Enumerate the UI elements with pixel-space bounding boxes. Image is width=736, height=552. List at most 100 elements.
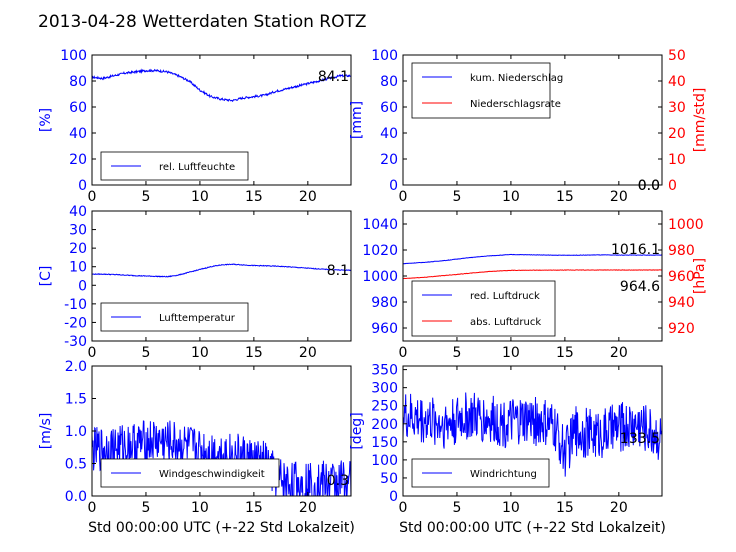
x-tick-label: 15: [245, 189, 263, 205]
panel-4: 0 5 10 15 20 960 980 1000 1020 1040 920 940 960 980 10…: [362, 210, 708, 361]
plot-frame: [91, 210, 352, 342]
x-tick-label: 20: [610, 500, 628, 516]
series-line-1: [403, 392, 662, 477]
x-tick-label: 0: [399, 345, 408, 361]
series-line-1: [92, 263, 351, 278]
x-axis-label: Std 00:00:00 UTC (+-22 Std Lokalzeit): [399, 520, 666, 536]
y-tick-label: 40: [380, 126, 398, 142]
y-tick-label: 40: [69, 204, 87, 220]
legend-label: kum. Niederschlag: [470, 73, 563, 84]
x-tick-label: 10: [191, 500, 209, 516]
series-line-1: [92, 420, 351, 496]
legend-label: abs. Luftdruck: [470, 317, 541, 328]
y-tick-label: 100: [371, 48, 398, 64]
y-axis-label: [C]: [38, 266, 54, 287]
y-right-axis-label: [mm/std]: [692, 88, 708, 153]
y-tick-label: 60: [380, 100, 398, 116]
legend: Windgeschwindigkeit: [100, 458, 280, 488]
plot-frame: [402, 365, 663, 497]
y-tick-label: 1000: [362, 269, 398, 285]
last-value-label: 0.0: [638, 178, 660, 194]
y-tick-label: -20: [64, 315, 87, 331]
y-right-tick-label: 960: [668, 269, 695, 285]
x-axis-label: Std 00:00:00 UTC (+-22 Std Lokalzeit): [88, 520, 355, 536]
x-tick-label: 15: [556, 189, 574, 205]
y-right-tick-label: 1000: [668, 217, 704, 233]
y-tick-label: 10: [69, 260, 87, 276]
legend-label: rel. Luftfeuchte: [159, 162, 235, 173]
y-axis-label: [%]: [38, 108, 54, 132]
y-tick-label: 0.0: [65, 489, 87, 505]
plot-frame: [402, 54, 663, 186]
y-right-tick-label: 10: [668, 152, 686, 168]
y-tick-label: -10: [64, 297, 87, 313]
x-tick-label: 5: [141, 500, 150, 516]
y-tick-label: 60: [69, 100, 87, 116]
y-right-tick-label: 940: [668, 295, 695, 311]
legend-label: Windrichtung: [470, 469, 537, 480]
x-tick-label: 20: [610, 189, 628, 205]
panel-3: 0 5 10 15 20 -30 -20 -10 0 10 20 30 40 [C] Lufttempera…: [38, 204, 352, 361]
x-tick-label: 15: [245, 500, 263, 516]
panel-5: 0 5 10 15 20 0.0 0.5 1.0 1.5 2.0 [m/s] Std 00:00:00…: [38, 359, 355, 536]
y-tick-label: 1.5: [65, 392, 87, 408]
x-tick-label: 5: [452, 189, 461, 205]
legend-label: red. Luftdruck: [470, 291, 540, 302]
x-tick-label: 10: [191, 345, 209, 361]
y-tick-label: 0.5: [65, 457, 87, 473]
y-tick-label: 960: [371, 321, 398, 337]
y-right-tick-label: 20: [668, 126, 686, 142]
series-line-1: [92, 68, 351, 103]
x-tick-label: 10: [502, 189, 520, 205]
legend: Windrichtung: [411, 458, 550, 488]
y-tick-label: 30: [69, 223, 87, 239]
y-right-tick-label: 980: [668, 243, 695, 259]
x-tick-label: 10: [502, 345, 520, 361]
x-tick-label: 10: [191, 189, 209, 205]
y-tick-label: 100: [60, 48, 87, 64]
legend: kum. Niederschlag Niederschlagsrate: [411, 62, 563, 119]
last-value-label: 964.6: [620, 279, 660, 295]
x-tick-label: 5: [452, 345, 461, 361]
y-tick-label: 20: [69, 241, 87, 257]
x-tick-label: 0: [88, 189, 97, 205]
last-value-label: 84.1: [318, 69, 349, 85]
x-tick-label: 0: [88, 345, 97, 361]
y-tick-label: 2.0: [65, 359, 87, 375]
last-value-label: 1016.1: [611, 242, 660, 258]
y-tick-label: 200: [371, 417, 398, 433]
x-tick-label: 5: [141, 189, 150, 205]
legend-box: [411, 280, 556, 337]
y-tick-label: 300: [371, 381, 398, 397]
y-tick-label: 1020: [362, 243, 398, 259]
x-tick-label: 15: [245, 345, 263, 361]
last-value-label: 0.3: [327, 473, 349, 489]
y-tick-label: 1040: [362, 217, 398, 233]
legend-box: [411, 62, 551, 119]
x-tick-label: 0: [88, 500, 97, 516]
y-tick-label: 150: [371, 435, 398, 451]
legend: red. Luftdruck abs. Luftdruck: [411, 280, 556, 337]
last-value-label: 8.1: [327, 263, 349, 279]
y-tick-label: 1.0: [65, 424, 87, 440]
panel-2: 0 5 10 15 20 0 20 40 60 80 100 0 10 20 30 40 50 [mm] [mm/s…: [349, 48, 708, 205]
x-tick-label: 0: [399, 189, 408, 205]
x-tick-label: 20: [299, 189, 317, 205]
legend-label: Niederschlagsrate: [470, 99, 561, 110]
x-tick-label: 5: [141, 345, 150, 361]
y-right-tick-label: 40: [668, 74, 686, 90]
plot-frame: [91, 54, 352, 186]
x-tick-label: 20: [299, 345, 317, 361]
y-tick-label: 250: [371, 399, 398, 415]
x-tick-label: 15: [556, 345, 574, 361]
y-tick-label: 40: [69, 126, 87, 142]
series-line-1: [403, 253, 662, 265]
legend-label: Lufttemperatur: [159, 313, 236, 324]
x-tick-label: 20: [610, 345, 628, 361]
y-tick-label: 980: [371, 295, 398, 311]
y-tick-label: 0: [389, 489, 398, 505]
y-axis-label: [mm]: [349, 101, 365, 139]
y-tick-label: -30: [64, 334, 87, 350]
